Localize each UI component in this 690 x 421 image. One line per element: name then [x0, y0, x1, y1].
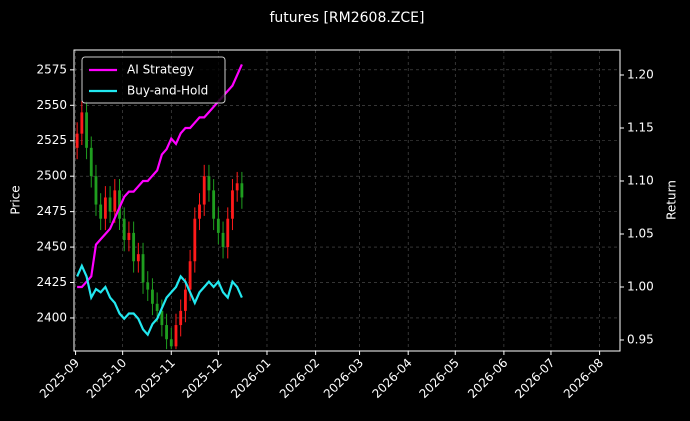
- legend-box: [81, 56, 226, 104]
- candle-body: [183, 289, 187, 311]
- y-tick-label: 2475: [36, 204, 67, 218]
- candle-body: [216, 218, 220, 233]
- candle-body: [75, 133, 79, 148]
- candle-body: [103, 197, 107, 219]
- candle-body: [240, 183, 244, 198]
- candle-body: [132, 232, 136, 262]
- legend-label: Buy-and-Hold: [127, 84, 208, 98]
- y-axis-label: Price: [9, 185, 23, 214]
- candle-body: [113, 190, 117, 212]
- legend-label: AI Strategy: [127, 63, 194, 77]
- y2-tick-label: 1.15: [627, 121, 654, 135]
- candle-body: [202, 176, 206, 205]
- candle-body: [151, 289, 154, 304]
- y-tick-label: 2575: [36, 62, 67, 76]
- candle-body: [127, 232, 131, 240]
- y-tick-label: 2400: [36, 310, 67, 324]
- candle-body: [169, 339, 173, 347]
- candle-body: [160, 310, 164, 326]
- return-line: [77, 63, 243, 289]
- candle-body: [188, 261, 192, 290]
- candle-body: [94, 176, 98, 205]
- candle-body: [89, 147, 93, 177]
- y2-axis-label: Return: [665, 180, 679, 220]
- candle-body: [80, 112, 84, 134]
- candle-body: [212, 190, 216, 219]
- candle-body: [85, 112, 88, 148]
- y2-tick-label: 1.10: [627, 173, 654, 187]
- candle-body: [207, 176, 211, 191]
- candle-body: [108, 197, 112, 212]
- y-tick-label: 2450: [36, 240, 67, 254]
- y2-tick-label: 0.95: [627, 332, 654, 346]
- candle-body: [193, 218, 197, 262]
- candle-body: [231, 190, 234, 219]
- candle-body: [136, 254, 140, 262]
- candle-body: [235, 183, 239, 191]
- y-tick-label: 2525: [36, 133, 67, 147]
- candle-body: [226, 218, 230, 248]
- return-line: [76, 263, 243, 337]
- candle-body: [141, 254, 145, 283]
- y-tick-label: 2550: [36, 98, 67, 112]
- y2-tick-label: 1.20: [627, 68, 654, 82]
- candle-body: [174, 325, 178, 347]
- candle-body: [179, 310, 183, 326]
- candle-body: [165, 325, 168, 340]
- candle-body: [122, 218, 126, 240]
- y2-tick-label: 1.05: [627, 226, 654, 240]
- candle-body: [198, 204, 201, 219]
- y2-tick-label: 1.00: [627, 279, 654, 293]
- plot-frame: [73, 49, 621, 352]
- candle-body: [221, 232, 225, 248]
- candle-body: [99, 204, 103, 219]
- y-tick-label: 2500: [36, 169, 67, 183]
- candle-body: [155, 303, 159, 311]
- candle-body: [118, 190, 121, 219]
- chart-title: futures [RM2608.ZCE]: [270, 10, 425, 26]
- candle-body: [146, 282, 150, 290]
- y-tick-label: 2425: [36, 275, 67, 289]
